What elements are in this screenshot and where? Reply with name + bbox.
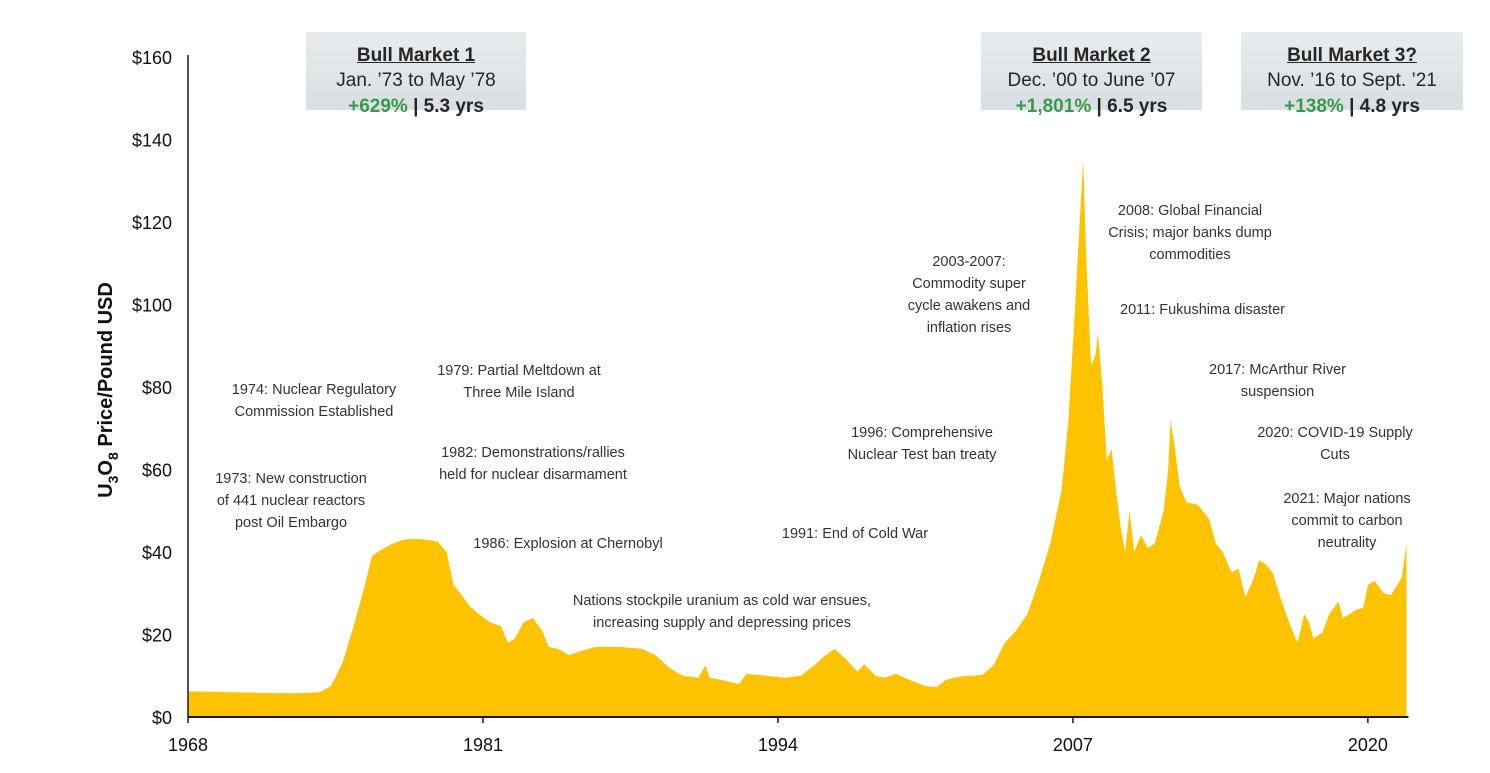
- y-tick-label: $80: [142, 378, 172, 398]
- annotation-2003: 2003-2007: Commodity super cycle awakens…: [907, 254, 1031, 336]
- separator: |: [1343, 96, 1360, 117]
- ticks-layer: $0 $20 $40 $60 $80 $100 $120 $140 $160 1968 1981 19…: [132, 48, 1388, 755]
- annotation-2017: 2017: McArthur River suspension: [1209, 362, 1346, 400]
- annotation-stockpile: Nations stockpile uranium as cold war en…: [572, 593, 872, 631]
- annotation-1974: 1974: Nuclear Regulatory Commission Esta…: [231, 382, 397, 420]
- axes-layer: [187, 55, 1409, 718]
- bull-market-stats: +1,801% | 6.5 yrs: [981, 94, 1202, 120]
- x-tick-label: 1994: [758, 735, 798, 755]
- bull-market-dates: Jan. ’73 to May ’78: [336, 70, 496, 91]
- y-tick-label: $120: [132, 213, 172, 233]
- bull-market-title: Bull Market 1: [356, 45, 476, 66]
- bull-market-stats: +138% | 4.8 yrs: [1241, 94, 1463, 120]
- y-tick-label: $100: [132, 296, 172, 316]
- bull-market-dates: Dec. ’00 to June ’07: [1007, 70, 1176, 91]
- annotation-1973: 1973: New construction of 441 nuclear re…: [215, 471, 367, 531]
- bull-market-title: Bull Market 2: [1032, 45, 1151, 66]
- bull-market-gain: +629%: [348, 96, 408, 117]
- bull-market-duration: 4.8 yrs: [1359, 96, 1420, 117]
- bull-market-1-box: Bull Market 1 Jan. ’73 to May ’78 +629% …: [306, 32, 526, 117]
- x-tick-label: 1981: [463, 735, 503, 755]
- bull-market-2-box: Bull Market 2 Dec. ’00 to June ’07 +1,80…: [981, 32, 1202, 117]
- bull-market-title: Bull Market 3?: [1287, 45, 1417, 66]
- annotation-2021: 2021: Major nations commit to carbon neu…: [1283, 491, 1411, 551]
- x-tick-label: 2007: [1053, 735, 1093, 755]
- y-tick-label: $20: [142, 626, 172, 646]
- x-tick-label: 2020: [1348, 735, 1388, 755]
- y-tick-label: $0: [152, 708, 172, 728]
- annotation-2008: 2008: Global Financial Crisis; major ban…: [1108, 203, 1272, 263]
- annotation-2011: 2011: Fukushima disaster: [1120, 302, 1285, 318]
- y-tick-label: $160: [132, 48, 172, 68]
- annotation-1986: 1986: Explosion at Chernobyl: [473, 536, 663, 552]
- x-tick-label: 1968: [168, 735, 208, 755]
- bull-market-gain: +138%: [1284, 96, 1344, 117]
- bull-market-dates: Nov. ’16 to Sept. ’21: [1267, 70, 1437, 91]
- y-tick-label: $40: [142, 543, 172, 563]
- bull-market-duration: 6.5 yrs: [1107, 96, 1168, 117]
- annotation-2020: 2020: COVID-19 Supply Cuts: [1257, 425, 1413, 463]
- annotation-1979: 1979: Partial Meltdown at Three Mile Isl…: [437, 363, 601, 401]
- y-tick-label: $140: [132, 131, 172, 151]
- annotation-1991: 1991: End of Cold War: [781, 526, 929, 542]
- bull-market-3-box: Bull Market 3? Nov. ’16 to Sept. ’21 +13…: [1241, 32, 1463, 117]
- separator: |: [407, 96, 424, 117]
- y-axis-label: U3O8 Price/Pound USD: [95, 282, 121, 498]
- bull-market-stats: +629% | 5.3 yrs: [306, 94, 526, 120]
- bull-market-duration: 5.3 yrs: [423, 96, 484, 117]
- area-layer: [188, 160, 1407, 718]
- price-area-0: [188, 160, 1407, 718]
- y-tick-label: $60: [142, 461, 172, 481]
- bull-market-gain: +1,801%: [1015, 96, 1092, 117]
- annotation-1982: 1982: Demonstrations/rallies held for nu…: [439, 445, 627, 483]
- separator: |: [1091, 96, 1108, 117]
- annotation-1996: 1996: Comprehensive Nuclear Test ban tre…: [847, 425, 997, 463]
